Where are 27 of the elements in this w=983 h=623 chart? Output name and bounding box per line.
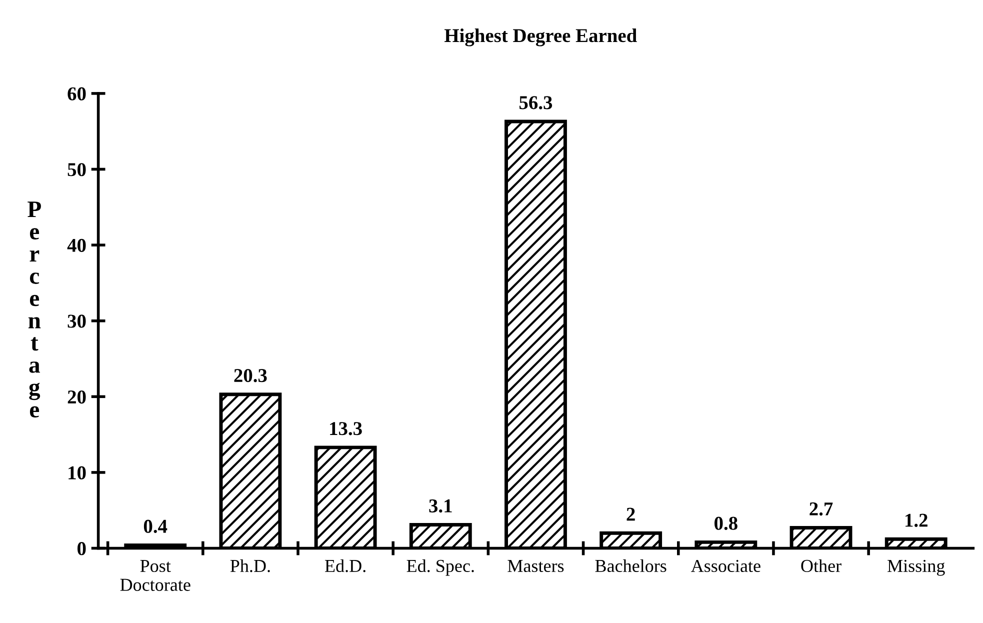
data-label: 3.1 bbox=[429, 499, 452, 513]
x-tick-label: Associate bbox=[691, 560, 760, 572]
y-tick-label: 50 bbox=[68, 163, 86, 176]
x-tick-label: Masters bbox=[508, 560, 564, 572]
x-tick-label: Missing bbox=[888, 560, 945, 576]
chart-title: Highest Degree Earned bbox=[444, 28, 637, 46]
y-tick-label: 10 bbox=[68, 466, 86, 480]
data-label: 13.3 bbox=[330, 422, 362, 436]
data-label: 0.8 bbox=[714, 516, 738, 530]
x-tick-label: Ed. Spec. bbox=[406, 559, 474, 576]
data-label: 0.4 bbox=[144, 520, 168, 534]
data-label: 1.2 bbox=[906, 514, 928, 527]
x-tick-label: Ed.D. bbox=[325, 559, 366, 572]
y-tick-label: 40 bbox=[67, 238, 86, 252]
y-tick-label: 0 bbox=[78, 542, 86, 556]
y-tick-label: 20 bbox=[68, 390, 86, 404]
x-tick-label: Other bbox=[801, 559, 842, 572]
x-tick-label: Post Doctorate bbox=[120, 560, 190, 591]
data-label: 2.7 bbox=[810, 502, 833, 516]
y-tick-label: 60 bbox=[68, 87, 86, 100]
data-label: 20.3 bbox=[234, 368, 267, 382]
x-tick-label: Bachelors bbox=[595, 559, 666, 572]
x-tick-label: Ph.D. bbox=[230, 559, 270, 572]
text: Percentage bbox=[28, 202, 41, 418]
data-label: 2 bbox=[626, 508, 635, 521]
data-label: 56.3 bbox=[520, 96, 552, 110]
y-tick-label: 30 bbox=[68, 314, 86, 328]
